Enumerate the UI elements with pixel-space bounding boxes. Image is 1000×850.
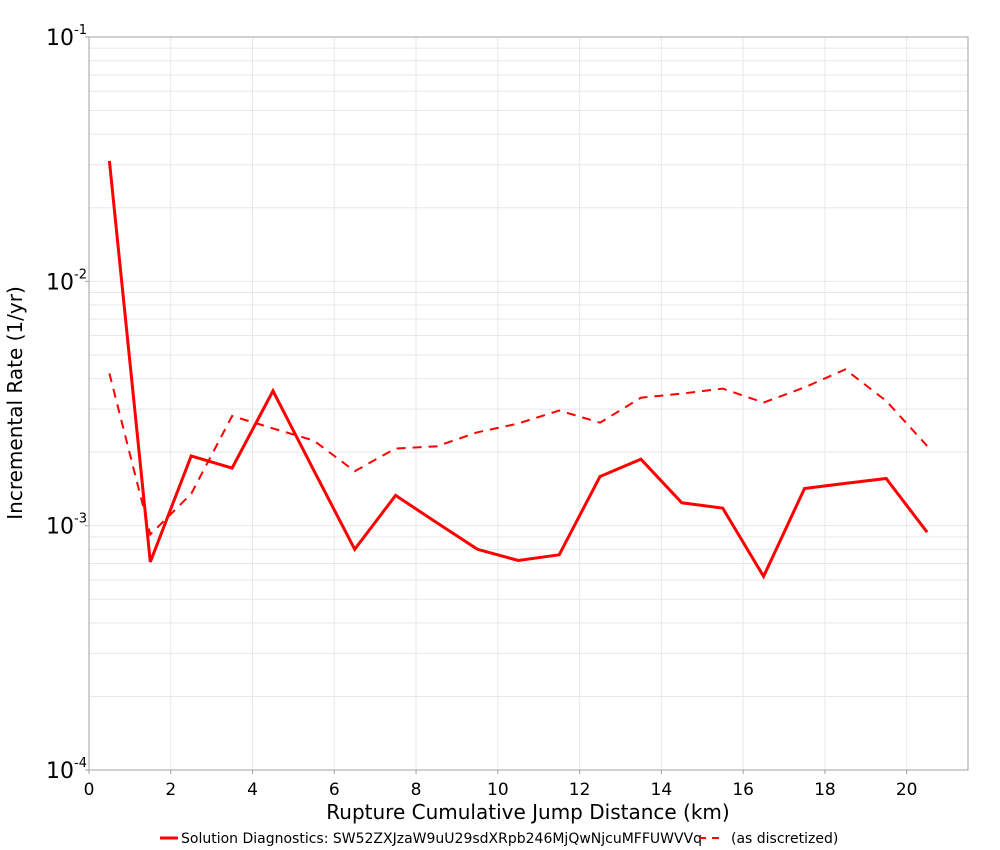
y-tick-label: 10 <box>46 26 74 51</box>
y-tick-label: 10 <box>46 270 74 295</box>
x-tick-label: 0 <box>84 780 95 800</box>
x-tick-label: 6 <box>329 780 340 800</box>
legend: Solution Diagnostics: SW52ZXJzaW9uU29sdX… <box>160 831 838 847</box>
y-axis-title: Incremental Rate (1/yr) <box>3 286 27 519</box>
series-line-discretized <box>108 368 928 537</box>
x-tick-label: 20 <box>896 780 918 800</box>
data-series <box>107 160 929 580</box>
y-tick-label: 10 <box>46 515 74 540</box>
y-tick-exponent: -2 <box>74 267 87 282</box>
x-tick-label: 2 <box>165 780 176 800</box>
y-tick-exponent: -3 <box>74 512 87 527</box>
y-tick-exponent: -4 <box>74 756 87 771</box>
y-tick-label: 10 <box>46 759 74 784</box>
x-tick-label: 10 <box>487 780 509 800</box>
series-line-solution <box>107 160 929 580</box>
x-axis-title: Rupture Cumulative Jump Distance (km) <box>326 800 729 824</box>
x-axis-ticks: 0 2 4 6 8 10 12 14 16 18 20 <box>84 770 918 800</box>
grid-lines <box>89 37 968 770</box>
legend-item-discretized: (as discretized) <box>731 831 838 847</box>
y-tick-exponent: -1 <box>74 23 87 38</box>
x-tick-label: 18 <box>814 780 836 800</box>
x-tick-label: 12 <box>569 780 591 800</box>
x-tick-label: 4 <box>247 780 258 800</box>
x-tick-label: 8 <box>411 780 422 800</box>
x-tick-label: 16 <box>732 780 754 800</box>
plot-area-border <box>88 36 969 771</box>
y-axis-ticks: 10-110-210-310-4 <box>46 23 89 784</box>
legend-item-solution: Solution Diagnostics: SW52ZXJzaW9uU29sdX… <box>181 831 702 847</box>
x-tick-label: 14 <box>651 780 673 800</box>
